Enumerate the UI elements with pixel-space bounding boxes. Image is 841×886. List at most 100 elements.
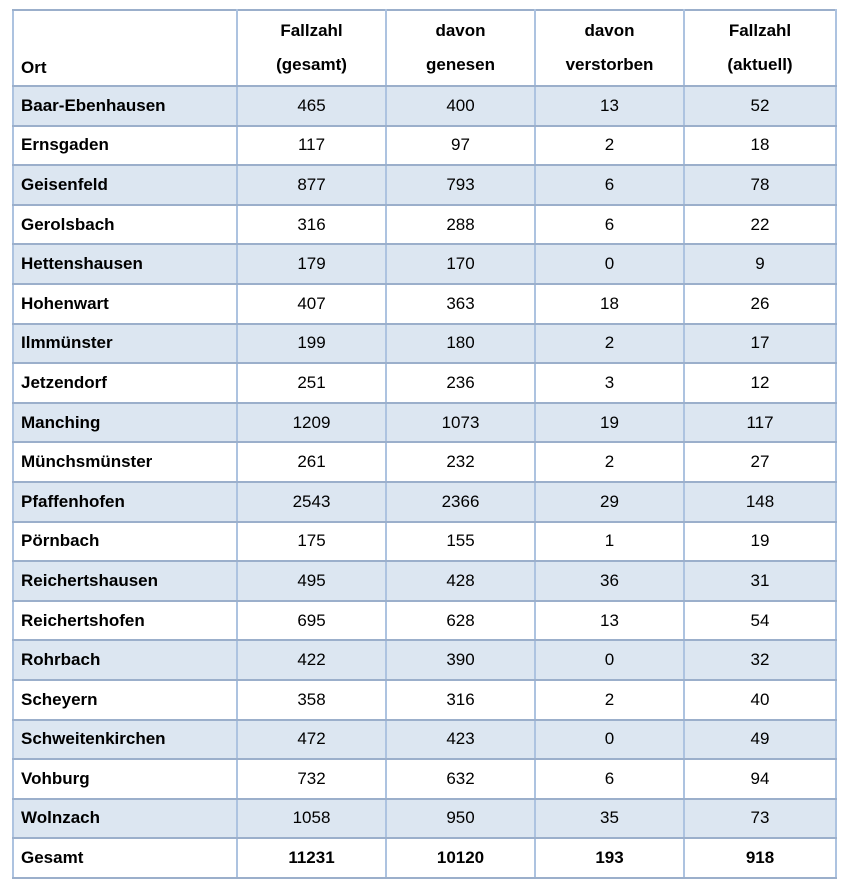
cell-fallzahl-aktuell: 94 (683, 758, 837, 800)
cell-fallzahl-gesamt: 495 (236, 560, 387, 602)
cell-fallzahl-aktuell: 19 (683, 520, 837, 563)
cell-davon-verstorben: 1 (534, 520, 685, 563)
cell-ort: Münchsmünster (12, 441, 238, 483)
cell-fallzahl-aktuell: 117 (683, 401, 837, 444)
cell-ort: Vohburg (12, 758, 238, 800)
cell-davon-genesen: 97 (385, 124, 536, 167)
cell-davon-verstorben: 13 (534, 85, 685, 127)
cell-fallzahl-aktuell: 27 (683, 441, 837, 483)
cell-ort: Gerolsbach (12, 203, 238, 246)
column-header-fallzahl-aktuell-line1: Fallzahl (728, 21, 792, 40)
cell-ort: Manching (12, 401, 238, 444)
column-header-davon-verstorben-lines: davon verstorben (537, 14, 682, 82)
column-header-ort-lines: Ort (15, 17, 235, 84)
cell-davon-genesen: 155 (385, 520, 536, 563)
cell-fallzahl-gesamt: 1209 (236, 401, 387, 444)
cell-ort: Rohrbach (12, 639, 238, 681)
cell-davon-verstorben: 2 (534, 678, 685, 721)
cell-ort: Ernsgaden (12, 124, 238, 167)
cell-davon-genesen: 2366 (385, 480, 536, 523)
cell-fallzahl-aktuell: 148 (683, 480, 837, 523)
cell-fallzahl-aktuell: 9 (683, 243, 837, 285)
table-row: Gerolsbach 316 288 6 22 (12, 203, 837, 246)
cell-fallzahl-aktuell: 22 (683, 203, 837, 246)
table-row: Scheyern 358 316 2 40 (12, 678, 837, 721)
cell-davon-verstorben: 2 (534, 322, 685, 365)
cell-fallzahl-gesamt: 11231 (236, 837, 387, 879)
cell-ort: Reichertshausen (12, 560, 238, 602)
table-row: Schweitenkirchen 472 423 0 49 (12, 718, 837, 761)
column-header-ort: Ort (12, 9, 238, 87)
cell-davon-verstorben: 0 (534, 639, 685, 681)
cell-ort: Baar-Ebenhausen (12, 85, 238, 127)
column-header-fallzahl-gesamt-line1: Fallzahl (280, 21, 343, 40)
cell-davon-genesen: 793 (385, 164, 536, 206)
column-header-davon-genesen-lines: davon genesen (388, 14, 533, 82)
cell-ort: Pfaffenhofen (12, 480, 238, 523)
cell-ort: Geisenfeld (12, 164, 238, 206)
cell-davon-verstorben: 193 (534, 837, 685, 879)
cell-fallzahl-gesamt: 2543 (236, 480, 387, 523)
cell-davon-genesen: 288 (385, 203, 536, 246)
cell-fallzahl-gesamt: 695 (236, 599, 387, 642)
table-body: Baar-Ebenhausen 465 400 13 52 Ernsgaden … (12, 85, 837, 879)
cell-fallzahl-gesamt: 261 (236, 441, 387, 483)
table-header: Ort Fallzahl (gesamt) davon genesen (12, 9, 837, 87)
table-row: Hettenshausen 179 170 0 9 (12, 243, 837, 285)
cell-davon-genesen: 236 (385, 362, 536, 404)
column-header-fallzahl-gesamt: Fallzahl (gesamt) (236, 9, 387, 87)
cell-fallzahl-gesamt: 465 (236, 85, 387, 127)
cell-davon-verstorben: 18 (534, 282, 685, 325)
cell-fallzahl-aktuell: 49 (683, 718, 837, 761)
cell-davon-genesen: 950 (385, 797, 536, 840)
cell-fallzahl-aktuell: 17 (683, 322, 837, 365)
cell-ort: Gesamt (12, 837, 238, 879)
cell-ort: Jetzendorf (12, 362, 238, 404)
cell-fallzahl-aktuell: 54 (683, 599, 837, 642)
cell-davon-genesen: 316 (385, 678, 536, 721)
cell-fallzahl-aktuell: 78 (683, 164, 837, 206)
cell-davon-verstorben: 29 (534, 480, 685, 523)
table-row: Baar-Ebenhausen 465 400 13 52 (12, 85, 837, 127)
cell-davon-verstorben: 13 (534, 599, 685, 642)
cell-davon-genesen: 170 (385, 243, 536, 285)
cell-davon-genesen: 628 (385, 599, 536, 642)
column-header-davon-genesen: davon genesen (385, 9, 536, 87)
cell-davon-genesen: 423 (385, 718, 536, 761)
cell-davon-verstorben: 6 (534, 164, 685, 206)
cell-fallzahl-gesamt: 422 (236, 639, 387, 681)
cell-fallzahl-gesamt: 251 (236, 362, 387, 404)
cell-davon-genesen: 428 (385, 560, 536, 602)
table-row: Münchsmünster 261 232 2 27 (12, 441, 837, 483)
cell-davon-verstorben: 36 (534, 560, 685, 602)
column-header-davon-verstorben-line2: verstorben (565, 55, 654, 74)
cell-fallzahl-gesamt: 117 (236, 124, 387, 167)
table-row: Reichertshausen 495 428 36 31 (12, 560, 837, 602)
table-row: Reichertshofen 695 628 13 54 (12, 599, 837, 642)
cell-fallzahl-gesamt: 358 (236, 678, 387, 721)
column-header-fallzahl-gesamt-line2: (gesamt) (276, 55, 347, 74)
cell-ort: Wolnzach (12, 797, 238, 840)
cell-fallzahl-aktuell: 73 (683, 797, 837, 840)
column-header-davon-genesen-line2: genesen (426, 55, 495, 74)
cell-davon-genesen: 10120 (385, 837, 536, 879)
cell-ort: Ilmmünster (12, 322, 238, 365)
table-row: Manching 1209 1073 19 117 (12, 401, 837, 444)
cell-fallzahl-aktuell: 40 (683, 678, 837, 721)
case-numbers-table: Ort Fallzahl (gesamt) davon genesen (12, 9, 837, 879)
cell-fallzahl-gesamt: 407 (236, 282, 387, 325)
cell-davon-verstorben: 2 (534, 441, 685, 483)
cell-fallzahl-aktuell: 32 (683, 639, 837, 681)
cell-fallzahl-gesamt: 179 (236, 243, 387, 285)
cell-ort: Pörnbach (12, 520, 238, 563)
cell-fallzahl-gesamt: 732 (236, 758, 387, 800)
cell-davon-genesen: 1073 (385, 401, 536, 444)
cell-davon-verstorben: 0 (534, 718, 685, 761)
cell-davon-genesen: 232 (385, 441, 536, 483)
table-row: Ernsgaden 117 97 2 18 (12, 124, 837, 167)
column-header-fallzahl-aktuell: Fallzahl (aktuell) (683, 9, 837, 87)
table-row: Jetzendorf 251 236 3 12 (12, 362, 837, 404)
cell-davon-verstorben: 3 (534, 362, 685, 404)
cell-ort: Scheyern (12, 678, 238, 721)
cell-fallzahl-aktuell: 12 (683, 362, 837, 404)
